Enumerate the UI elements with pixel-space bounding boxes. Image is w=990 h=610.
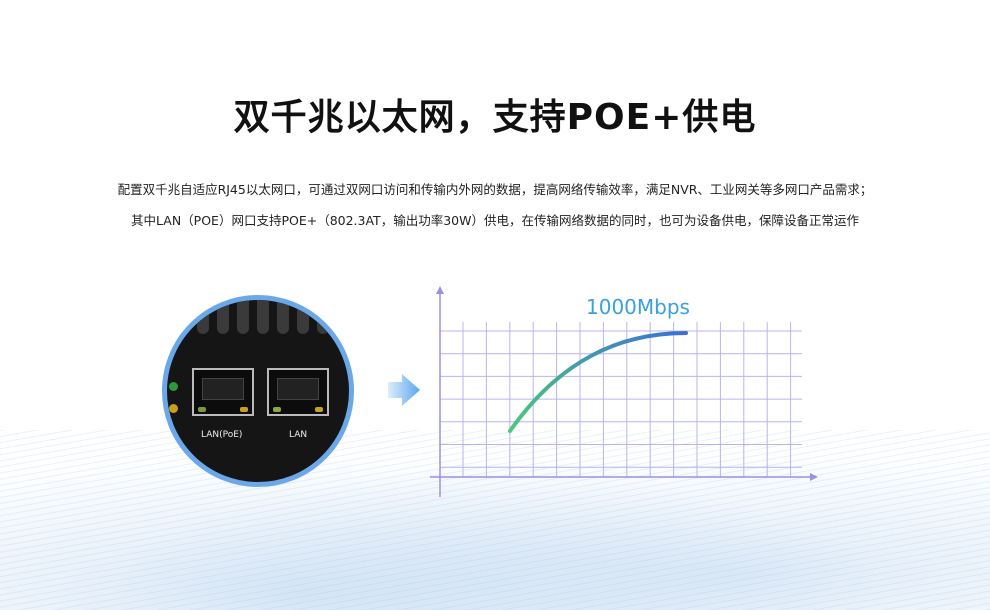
arrow-right-icon [388, 374, 420, 406]
x-axis-arrow-icon [810, 473, 818, 481]
lan-port [267, 368, 329, 416]
speed-label: 1000Mbps [586, 295, 690, 319]
device-ports-photo: LAN(PoE) LAN [162, 295, 354, 487]
lan-label: LAN [289, 430, 308, 440]
y-axis-arrow-icon [436, 286, 444, 294]
description-line-2: 其中LAN（POE）网口支持POE+（802.3AT，输出功率30W）供电，在传… [131, 213, 859, 228]
background-wave-pattern [0, 430, 990, 610]
description-line-1: 配置双千兆自适应RJ45以太网口，可通过双网口访问和传输内外网的数据，提高网络传… [117, 182, 873, 197]
lan-poe-port [192, 368, 254, 416]
throughput-curve [508, 331, 688, 433]
graph-grid [440, 322, 802, 477]
lan-poe-label: LAN(PoE) [201, 430, 243, 440]
page-title: 双千兆以太网，支持POE+供电 [233, 97, 757, 138]
